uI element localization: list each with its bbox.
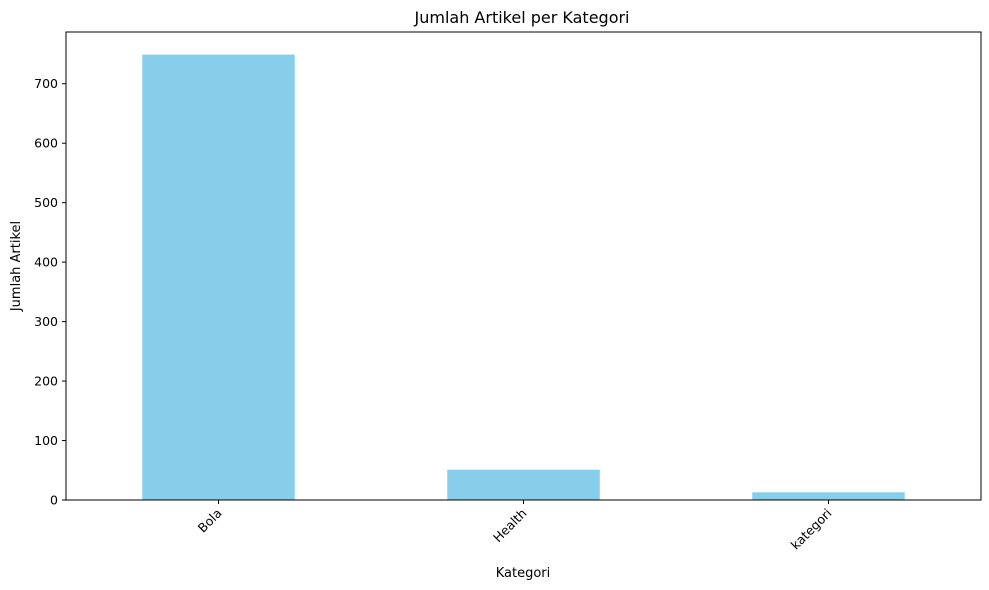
bar-health [447, 469, 600, 500]
bar-bola [142, 54, 295, 501]
y-axis-label: Jumlah Artikel [9, 221, 24, 312]
y-tick-label: 500 [34, 195, 58, 210]
y-tick-label: 100 [34, 433, 58, 448]
x-axis-label: Kategori [496, 566, 551, 581]
y-tick-label: 0 [50, 493, 58, 508]
bar-kategori [752, 492, 905, 500]
y-tick-label: 200 [34, 374, 58, 389]
y-tick-label: 300 [34, 314, 58, 329]
plot-area-frame [65, 31, 982, 501]
y-tick-label: 400 [34, 255, 58, 270]
y-axis-ticks: 0 100 200 300 400 500 600 700 [34, 76, 66, 508]
y-tick-label: 700 [34, 76, 58, 91]
chart-title: Jumlah Artikel per Kategori [414, 8, 630, 27]
bars-group [142, 54, 905, 501]
y-tick-label: 600 [34, 136, 58, 151]
